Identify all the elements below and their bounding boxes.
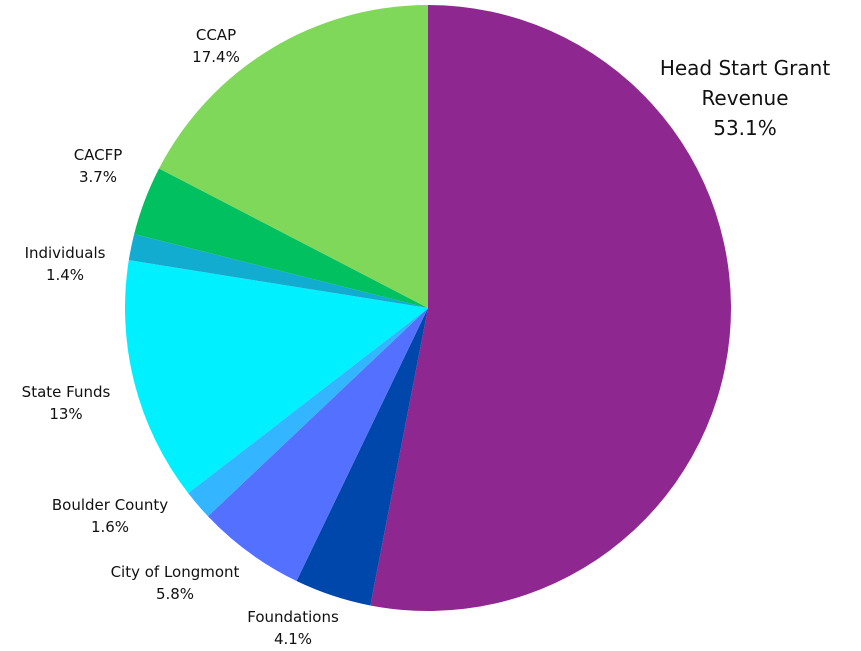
value-label: 53.1% [713,116,777,140]
pie-slice [134,168,428,308]
category-label: Individuals [24,244,106,262]
slice-label: Individuals 1.4% [25,242,106,286]
slice-label: Head Start Grant Revenue 53.1% [630,53,860,143]
pie-slice [128,234,428,308]
category-label: City of Longmont [110,563,240,581]
slice-label: City of Longmont 5.8% [111,561,240,605]
pie-slice [159,5,428,308]
category-label: Head Start Grant Revenue [659,56,831,110]
pie-slice [124,260,429,494]
value-label: 1.6% [90,518,130,536]
value-label: 1.4% [45,266,85,284]
pie-slice [207,308,428,581]
category-label: Foundations [247,608,339,626]
value-label: 5.8% [155,585,195,603]
pie-slice [188,308,428,517]
slice-label: CCAP 17.4% [192,24,240,68]
value-label: 3.7% [78,168,118,186]
slice-label: CACFP 3.7% [74,144,123,188]
category-label: CCAP [195,26,237,44]
category-label: State Funds [21,383,111,401]
value-label: 4.1% [273,630,313,648]
pie-slice [370,5,731,611]
slice-label: State Funds 13% [22,381,111,425]
pie-slice [296,308,428,606]
slice-label: Boulder County 1.6% [52,494,168,538]
category-label: Boulder County [51,496,169,514]
value-label: 13% [49,405,83,423]
value-label: 17.4% [192,48,240,66]
slice-label: Foundations 4.1% [247,606,339,650]
category-label: CACFP [73,146,123,164]
